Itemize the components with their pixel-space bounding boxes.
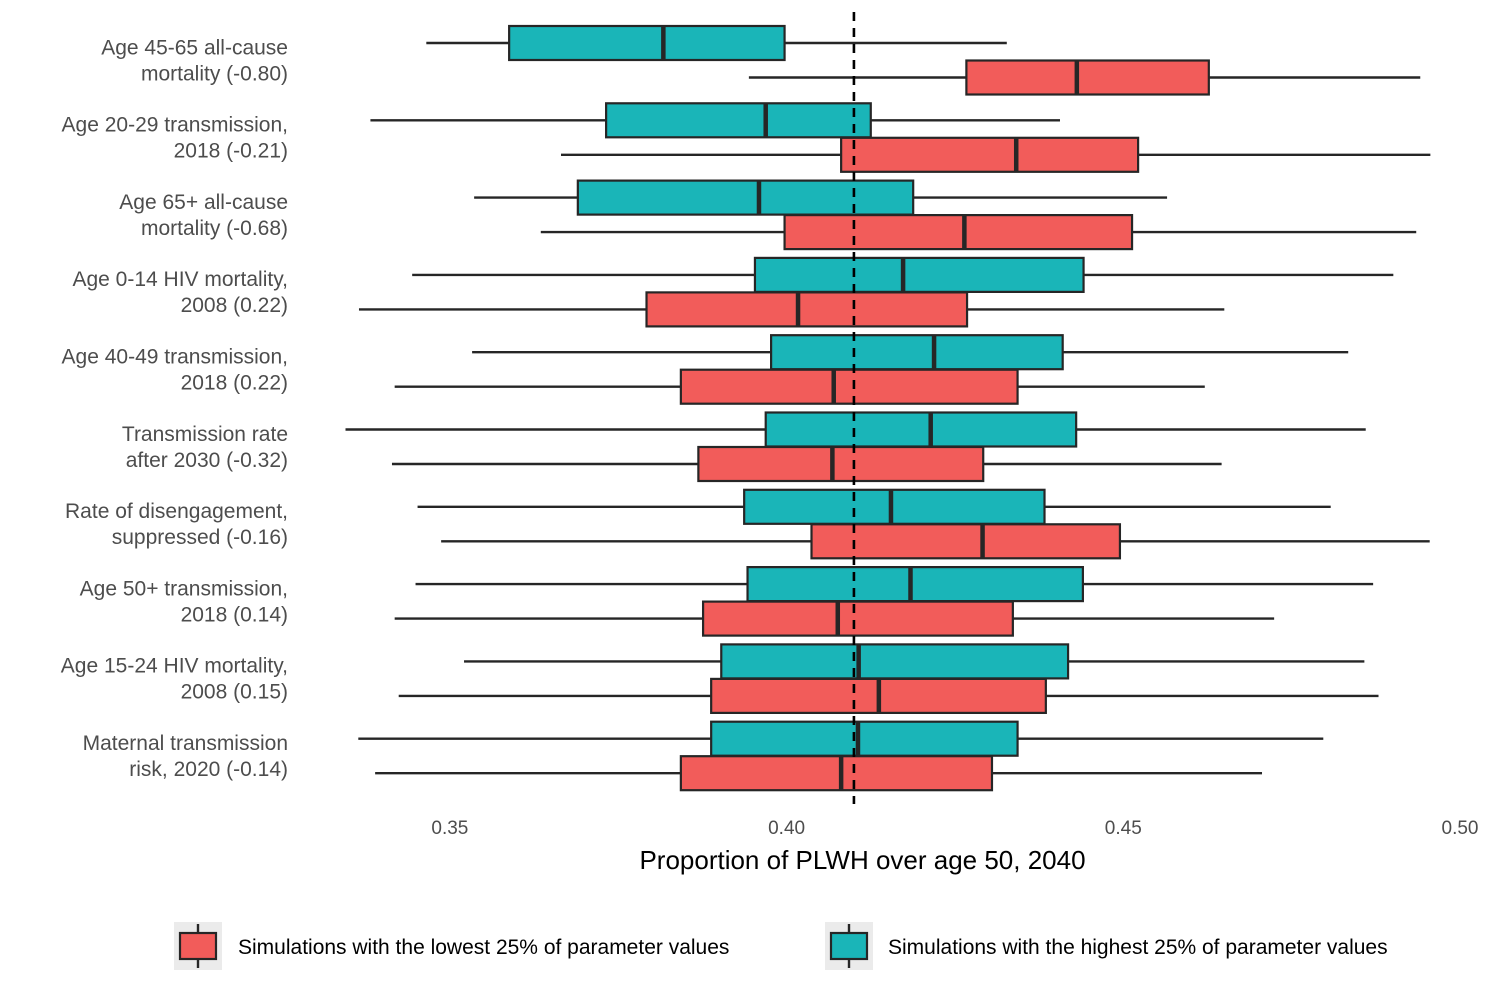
x-tick-label: 0.35 — [431, 818, 468, 839]
boxes-layer — [345, 24, 1431, 792]
box-high-3 — [412, 256, 1394, 293]
iqr-box — [710, 720, 1019, 757]
iqr-box — [753, 256, 1085, 293]
box-low-9 — [375, 755, 1263, 792]
category-label: Age 50+ transmission, — [80, 577, 288, 600]
category-label: risk, 2020 (-0.14) — [129, 758, 288, 781]
category-label: 2008 (0.15) — [181, 681, 288, 704]
iqr-box — [576, 179, 915, 216]
category-label: 2018 (-0.21) — [174, 140, 288, 163]
legend-label: Simulations with the highest 25% of para… — [888, 936, 1388, 959]
iqr-box — [697, 445, 985, 483]
legend-label: Simulations with the lowest 25% of param… — [238, 936, 729, 959]
iqr-box — [720, 643, 1070, 680]
x-tick-label: 0.45 — [1105, 818, 1142, 839]
category-label: Rate of disengagement, — [65, 500, 288, 523]
box-low-6 — [441, 523, 1430, 560]
category-label: suppressed (-0.16) — [112, 526, 288, 549]
x-tick-label: 0.50 — [1442, 818, 1479, 839]
category-label: 2018 (0.22) — [181, 371, 288, 394]
box-high-4 — [472, 334, 1349, 371]
box-high-0 — [426, 24, 1007, 62]
category-label: 2018 (0.14) — [181, 603, 288, 626]
iqr-box — [965, 59, 1210, 96]
box-low-1 — [560, 136, 1431, 173]
iqr-box — [770, 334, 1064, 371]
x-axis-ticks: 0.35 0.40 0.45 0.50 — [431, 818, 1478, 839]
category-label: Age 0-14 HIV mortality, — [72, 268, 288, 291]
iqr-box — [605, 102, 872, 139]
box-high-6 — [417, 488, 1331, 525]
category-label: Age 45-65 all-cause — [101, 36, 288, 59]
iqr-box — [840, 136, 1140, 173]
box-high-5 — [345, 411, 1366, 448]
iqr-box — [679, 755, 994, 792]
iqr-box — [783, 214, 1134, 251]
legend-key-box — [178, 931, 218, 961]
box-low-5 — [391, 445, 1222, 483]
iqr-box — [645, 291, 969, 328]
box-high-2 — [474, 179, 1168, 216]
category-label: Age 20-29 transmission, — [62, 114, 288, 137]
box-low-3 — [358, 291, 1225, 328]
category-label: Age 15-24 HIV mortality, — [61, 655, 288, 678]
legend-item-low: Simulations with the lowest 25% of param… — [174, 922, 729, 970]
iqr-box — [508, 24, 786, 62]
iqr-box — [743, 488, 1046, 525]
legend-item-high: Simulations with the highest 25% of para… — [825, 922, 1388, 970]
iqr-box — [810, 523, 1122, 560]
category-label: mortality (-0.80) — [141, 62, 288, 85]
box-high-7 — [415, 565, 1374, 603]
box-low-2 — [540, 214, 1417, 251]
x-tick-label: 0.40 — [768, 818, 805, 839]
category-label: Maternal transmission — [83, 732, 288, 755]
legend-key-box — [829, 931, 869, 961]
category-label: 2008 (0.22) — [181, 294, 288, 317]
box-high-9 — [358, 720, 1324, 757]
iqr-box — [701, 600, 1014, 637]
legend: Simulations with the lowest 25% of param… — [174, 922, 1388, 970]
category-labels: Age 45-65 all-cause mortality (-0.80) Age … — [61, 36, 288, 781]
category-label: Age 40-49 transmission, — [62, 345, 288, 368]
box-low-7 — [394, 600, 1275, 637]
category-label: Age 65+ all-cause — [119, 191, 288, 214]
box-low-0 — [748, 59, 1421, 96]
category-label: mortality (-0.68) — [141, 217, 288, 240]
iqr-box — [746, 565, 1084, 603]
x-axis-title: Proportion of PLWH over age 50, 2040 — [639, 845, 1085, 875]
box-high-1 — [370, 102, 1060, 139]
box-low-8 — [398, 677, 1379, 715]
iqr-box — [764, 411, 1078, 448]
box-low-4 — [394, 368, 1205, 405]
category-label: after 2030 (-0.32) — [126, 449, 288, 472]
iqr-box — [679, 368, 1019, 405]
category-label: Transmission rate — [122, 423, 288, 446]
box-high-8 — [464, 643, 1365, 680]
